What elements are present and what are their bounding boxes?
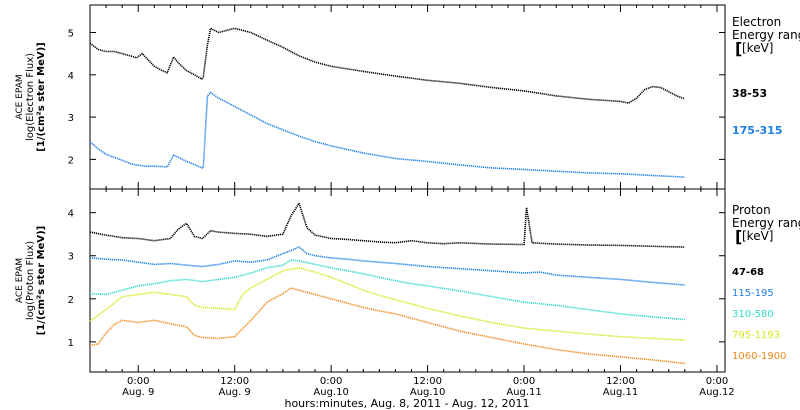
x-tick-time-label: 0:00 — [513, 376, 535, 387]
x-tick-date-label: Aug.11 — [506, 387, 541, 398]
y-tick-label: 5 — [68, 28, 74, 39]
y-axis-label: ACE EPAM — [15, 258, 25, 303]
series-line-795-1193 — [89, 266, 685, 341]
x-tick-date-label: Aug. 9 — [219, 387, 251, 398]
legend-entry-175-315: 175-315 — [732, 124, 783, 137]
legend-entry-310-580: 310-580 — [732, 309, 774, 320]
legend-title: Electron — [732, 15, 781, 29]
y-tick-label: 4 — [68, 209, 74, 220]
legend-entry-795-1193: 795-1193 — [732, 330, 780, 341]
y-tick-label: 4 — [68, 71, 74, 82]
legend-entry-1060-1900: 1060-1900 — [732, 351, 787, 362]
x-tick-date-label: Aug. 9 — [122, 387, 154, 398]
x-tick-time-label: 0:00 — [706, 376, 728, 387]
series-line-38-53 — [89, 27, 686, 104]
proton-panel: 1 2 3 4 ACE EPAM log(Proton Flux) [1/(cm²s ste… — [15, 188, 800, 373]
legend-title: Energy range — [732, 28, 800, 42]
series-line-47-68 — [89, 201, 685, 248]
electron-panel: 2 3 4 5 ACE EPAM log(Electron Flux) [1/(cm²s s… — [15, 4, 800, 190]
x-tick-time-label: 0:00 — [127, 376, 149, 387]
y-axis-label: [1/(cm²s ster MeV)] — [36, 226, 47, 335]
series-line-1060-1900 — [89, 287, 685, 365]
x-tick-date-label: Aug.10 — [313, 387, 348, 398]
y-axis-label: [1/(cm²s ster MeV)] — [36, 42, 47, 151]
legend-title: Proton — [732, 203, 771, 217]
y-tick-label: 3 — [68, 252, 74, 263]
legend-entry-115-195: 115-195 — [732, 288, 774, 299]
y-tick-label: 3 — [68, 113, 74, 124]
x-tick-time-label: 0:00 — [320, 376, 342, 387]
series-line-310-580 — [89, 259, 685, 321]
y-tick-label: 2 — [68, 295, 74, 306]
x-tick-time-label: 12:00 — [220, 376, 249, 387]
legend-title: Energy range — [732, 216, 800, 230]
x-tick-date-label: Aug.11 — [603, 387, 638, 398]
y-axis-label: ACE EPAM — [15, 74, 25, 119]
legend-bracket-left: [ — [735, 39, 742, 58]
series-line-115-195 — [89, 246, 685, 286]
x-axis-label: hours:minutes, Aug. 8, 2011 - Aug. 12, 2… — [284, 397, 529, 410]
x-tick-date-label: Aug.10 — [410, 387, 445, 398]
y-axis-label: log(Electron Flux) — [25, 53, 36, 141]
y-tick-label: 1 — [68, 338, 74, 349]
x-tick-time-label: 12:00 — [606, 376, 635, 387]
legend-title: [keV] — [742, 229, 773, 243]
plot-frame — [89, 188, 726, 373]
x-axis: hours:minutes, Aug. 8, 2011 - Aug. 12, 2… — [122, 376, 735, 410]
series-line-175-315 — [89, 91, 685, 178]
legend-title: [keV] — [742, 41, 773, 55]
x-tick-date-label: Aug.12 — [699, 387, 734, 398]
legend-bracket-left: [ — [735, 227, 742, 246]
y-tick-label: 2 — [68, 155, 74, 166]
x-tick-time-label: 12:00 — [413, 376, 442, 387]
legend-entry-38-53: 38-53 — [732, 87, 767, 100]
legend-entry-47-68: 47-68 — [732, 267, 764, 278]
y-axis-label: log(Proton Flux) — [25, 241, 36, 320]
